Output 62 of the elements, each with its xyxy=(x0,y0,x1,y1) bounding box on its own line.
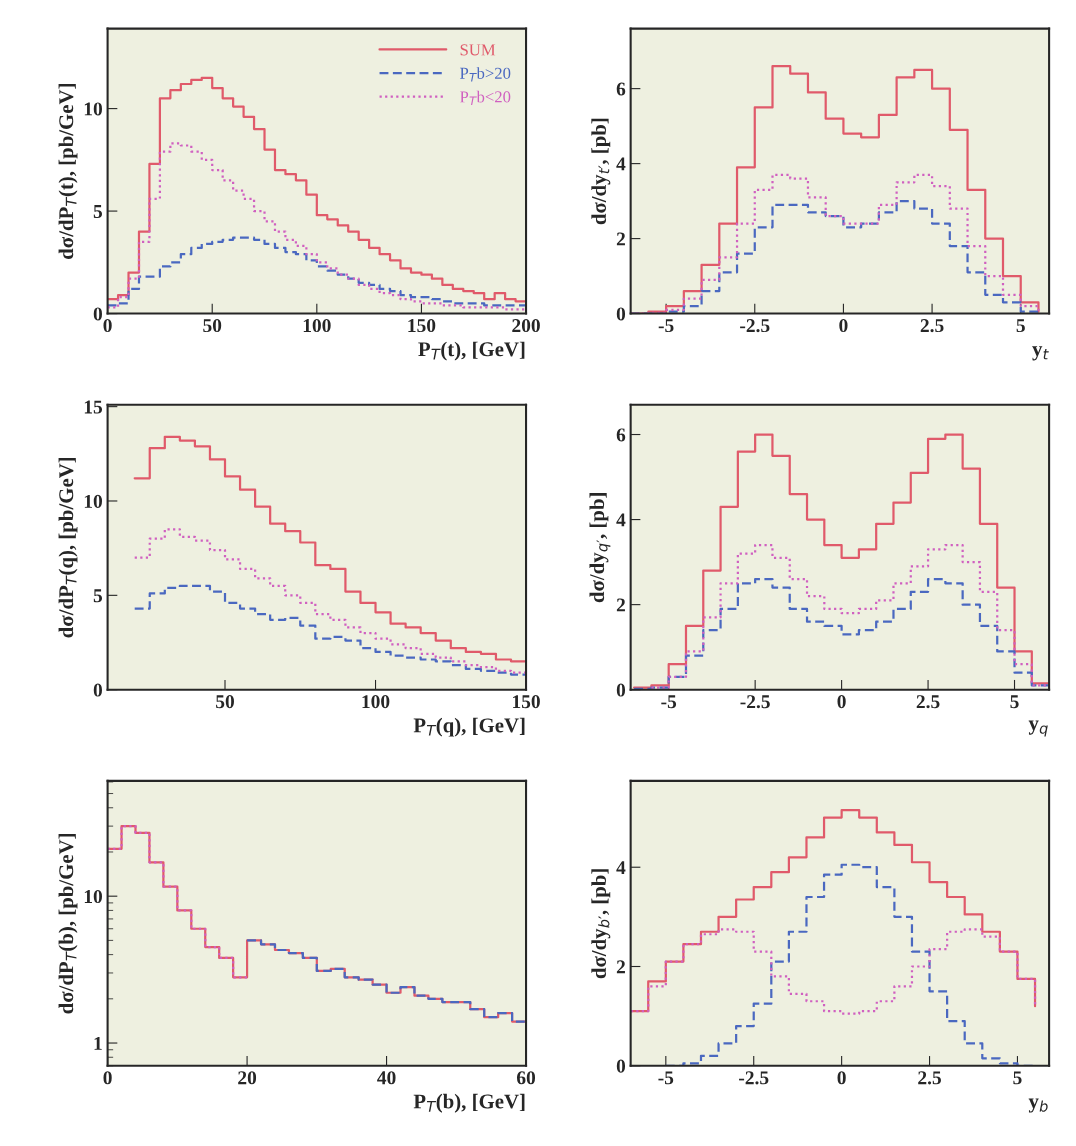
x-tick-label: -2.5 xyxy=(740,695,770,709)
x-axis-title: y$_{t}$ xyxy=(1032,346,1049,361)
x-tick-label: 20 xyxy=(238,1071,257,1085)
y-tick-label: 10 xyxy=(84,494,102,508)
y-tick-label: 0 xyxy=(616,683,626,697)
x-tick-label: 150 xyxy=(513,695,540,709)
x-tick-label: 0 xyxy=(837,695,846,709)
x-tick-label: 0 xyxy=(839,319,848,333)
x-axis-title: P$_{T}$(t), [GeV] xyxy=(418,341,525,361)
x-tick-label: -5 xyxy=(658,1071,674,1085)
x-axis-title: P$_{T}$(q), [GeV] xyxy=(413,717,525,737)
y-tick-label: 2 xyxy=(616,598,625,612)
x-tick-label: 0 xyxy=(103,1071,112,1085)
legend-label: P$_{T}$b>20 xyxy=(460,67,511,82)
x-axis-title: y$_{q}$ xyxy=(1028,720,1048,737)
y-tick-label: 0 xyxy=(93,683,102,697)
x-tick-label: 0 xyxy=(103,319,112,333)
y-axis-title: dσ/dy$_{b′}$, [pb] xyxy=(591,869,611,979)
y-tick-label: 4 xyxy=(616,157,626,171)
x-tick-label: 2.5 xyxy=(918,1071,941,1085)
y-tick-label: 2 xyxy=(616,960,625,974)
x-tick-label: 5 xyxy=(1016,319,1025,333)
y-axis-title: dσ/dP$_{T}$(b), [pb/GeV] xyxy=(58,834,78,1014)
x-tick-label: 150 xyxy=(408,319,436,333)
x-tick-label: -2.5 xyxy=(740,319,770,333)
y-tick-label: 0 xyxy=(93,307,102,321)
y-axis-title: dσ/dy$_{q′}$, [pb] xyxy=(589,493,611,603)
x-tick-label: 5 xyxy=(1013,1071,1022,1085)
y-tick-label: 0 xyxy=(616,307,626,321)
x-tick-label: 40 xyxy=(377,1071,396,1085)
y-tick-label: 2 xyxy=(616,232,625,246)
y-tick-label: 6 xyxy=(616,428,626,442)
x-tick-label: 100 xyxy=(362,695,390,709)
y-tick-label: 4 xyxy=(616,861,626,874)
y-tick-label: 1 xyxy=(94,1036,102,1050)
legend-label: P$_{T}$b<20 xyxy=(460,90,511,106)
x-tick-label: -5 xyxy=(661,695,677,709)
y-axis-title: dσ/dP$_{T}$(t), [pb/GeV] xyxy=(58,84,78,259)
y-tick-label: 5 xyxy=(93,205,103,219)
legend-label: SUM xyxy=(460,44,496,56)
x-axis-title: y$_{b}$ xyxy=(1028,1098,1048,1113)
x-tick-label: 50 xyxy=(216,695,234,709)
x-tick-label: 2.5 xyxy=(916,695,940,709)
y-tick-label: 4 xyxy=(616,513,626,527)
y-tick-label: 10 xyxy=(84,890,102,904)
x-tick-label: 2.5 xyxy=(920,319,944,333)
y-axis-title: dσ/dP$_{T}$(q), [pb/GeV] xyxy=(58,457,78,638)
y-axis-title: dσ/dy$_{t′}$, [pb] xyxy=(591,118,611,225)
y-tick-label: 5 xyxy=(93,589,103,603)
x-tick-label: 100 xyxy=(303,319,331,333)
x-tick-label: -2.5 xyxy=(739,1071,769,1085)
x-tick-label: 200 xyxy=(512,319,540,333)
y-tick-label: 10 xyxy=(84,102,102,116)
x-tick-label: 0 xyxy=(837,1071,846,1085)
x-tick-label: 60 xyxy=(516,1071,536,1085)
y-tick-label: 15 xyxy=(84,400,103,414)
y-tick-label: 6 xyxy=(616,82,626,96)
y-tick-label: 0 xyxy=(616,1059,626,1073)
x-tick-label: 50 xyxy=(203,319,222,333)
x-axis-title: P$_{T}$(b), [GeV] xyxy=(413,1093,525,1113)
x-tick-label: -5 xyxy=(658,319,674,333)
x-tick-label: 5 xyxy=(1010,695,1019,709)
